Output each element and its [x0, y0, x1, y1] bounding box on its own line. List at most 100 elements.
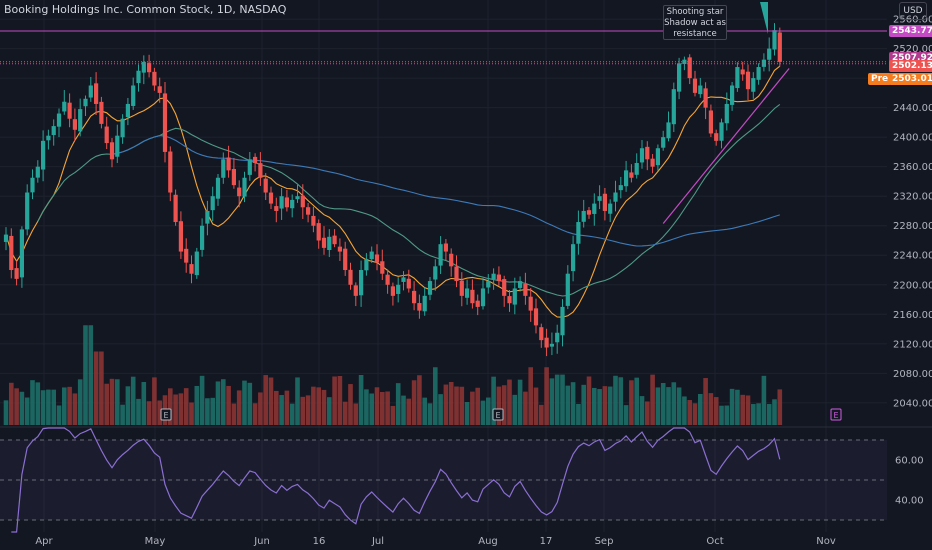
candle-body	[528, 296, 533, 311]
candle-body	[147, 62, 152, 73]
candle-body	[263, 178, 268, 193]
volume-bar	[157, 400, 162, 425]
volume-bar	[464, 402, 470, 425]
candle-body	[655, 148, 660, 166]
x-tick-label: 16	[313, 536, 326, 547]
volume-bar	[109, 378, 115, 425]
candle-body	[549, 343, 554, 347]
candle-body	[316, 223, 321, 241]
volume-bar	[565, 385, 571, 425]
volume-bar	[236, 390, 242, 425]
candle-body	[51, 126, 56, 136]
volume-bar	[300, 396, 306, 425]
volume-bar	[395, 383, 401, 425]
volume-bar	[24, 397, 30, 425]
volume-bar	[602, 386, 608, 425]
candle-body	[507, 296, 512, 304]
volume-bar	[3, 400, 9, 425]
candle-body	[369, 251, 374, 260]
volume-bar	[40, 390, 46, 425]
candle-body	[67, 102, 72, 119]
candle-body	[671, 89, 676, 125]
volume-bar	[448, 381, 454, 425]
volume-bar	[427, 403, 433, 425]
volume-bar	[364, 389, 369, 425]
volume-bars	[3, 325, 783, 425]
x-tick-label: Nov	[816, 536, 836, 547]
candle-body	[178, 221, 183, 252]
annotation-note[interactable]: Shooting star Shadow act as resistance	[663, 5, 727, 40]
volume-bar	[231, 403, 237, 425]
candle-body	[692, 78, 698, 93]
moving-averages	[5, 65, 781, 318]
currency-button[interactable]: USD	[899, 2, 927, 20]
candle-body	[348, 269, 353, 285]
volume-bar	[380, 392, 385, 425]
volume-bar	[443, 384, 449, 425]
candle-body	[3, 234, 9, 242]
volume-bar	[30, 380, 35, 425]
volume-bar	[242, 380, 247, 425]
volume-bar	[215, 381, 221, 425]
candle-body	[332, 235, 337, 245]
volume-bar	[327, 397, 332, 425]
volume-bar	[104, 383, 109, 425]
chart-title[interactable]: Booking Holdings Inc. Common Stock, 1D, …	[4, 3, 287, 16]
volume-bar	[369, 393, 374, 425]
volume-bar	[501, 385, 507, 425]
candle-body	[417, 303, 422, 311]
volume-bar	[46, 389, 51, 425]
volume-bar	[613, 375, 618, 425]
candle-body	[586, 210, 592, 215]
candle-body	[777, 32, 782, 62]
candle-body	[422, 295, 427, 312]
candle-body	[491, 273, 496, 280]
earnings-marker-box	[492, 408, 504, 421]
candle-body	[740, 69, 745, 75]
candle-body	[115, 135, 120, 157]
candle-body	[576, 222, 581, 244]
candle-body	[555, 332, 560, 343]
x-tick-label: May	[145, 536, 166, 547]
volume-bar	[650, 374, 655, 425]
candle-body	[518, 281, 523, 288]
earnings-marker-label: E	[163, 411, 168, 420]
candle-body	[258, 163, 263, 178]
volume-bar	[454, 386, 459, 425]
x-tick-label: Jun	[253, 536, 270, 547]
candle-body	[703, 88, 708, 108]
volume-bar	[189, 402, 194, 425]
volume-bar	[682, 396, 687, 425]
candle-body	[364, 258, 369, 271]
volume-bar	[475, 387, 480, 425]
annotation-pointer	[760, 2, 768, 34]
candle-body	[253, 156, 258, 163]
volume-bar	[671, 382, 677, 425]
volume-bar	[523, 391, 528, 425]
volume-bar	[9, 382, 14, 425]
volume-bar	[72, 393, 78, 425]
volume-bar	[274, 390, 279, 425]
rsi-line	[11, 427, 781, 533]
candle-body	[597, 196, 602, 201]
candle-body	[221, 159, 226, 178]
volume-bar	[332, 376, 337, 425]
rsi-pane	[0, 426, 932, 533]
candle-body	[613, 192, 618, 202]
volume-bar	[745, 395, 751, 425]
candle-body	[311, 215, 316, 226]
candle-body	[687, 57, 692, 79]
candle-body	[56, 113, 62, 127]
volume-bar	[586, 376, 592, 425]
volume-bar	[486, 397, 491, 425]
volume-bar	[348, 384, 353, 425]
candle-body	[125, 103, 130, 118]
candle-body	[35, 166, 40, 178]
volume-bar	[67, 386, 72, 425]
candle-body	[14, 268, 19, 279]
rsi-tick-label: 60.00	[895, 456, 924, 467]
candle-body	[380, 261, 385, 274]
volume-bar	[470, 391, 475, 425]
